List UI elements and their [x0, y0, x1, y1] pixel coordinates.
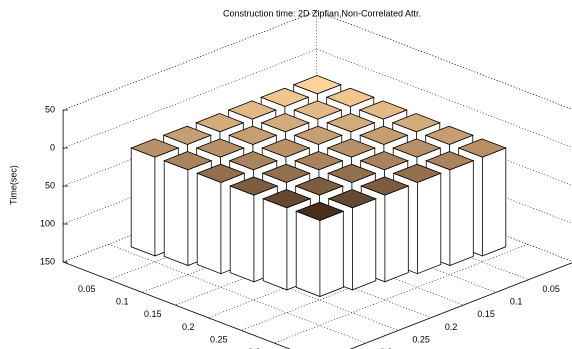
- chart-title: Construction time: 2D Zipfian,Non-Correl…: [223, 8, 421, 18]
- bar-top: [359, 125, 409, 145]
- bar-side: [449, 160, 474, 267]
- bar-top: [325, 87, 375, 107]
- bar-top: [228, 151, 278, 171]
- bar-top: [360, 176, 410, 196]
- z-tick-label: 50: [45, 104, 55, 114]
- bar-side: [351, 198, 377, 291]
- bar-top: [358, 100, 408, 120]
- bar-top: [261, 163, 311, 183]
- bar-top: [162, 125, 212, 145]
- bar-side: [196, 172, 222, 275]
- bar-top: [228, 125, 278, 145]
- x-tick-label: 0.1: [116, 297, 129, 307]
- z-tick-label: 0: [50, 142, 55, 152]
- bar-top: [327, 189, 377, 209]
- z-axis-label: Time(sec): [8, 165, 18, 205]
- bar-side: [295, 210, 321, 298]
- bar-side: [384, 185, 409, 283]
- bar-side: [416, 172, 442, 275]
- bar-top: [260, 87, 310, 107]
- bar-top: [392, 163, 442, 183]
- bar-top: [196, 163, 246, 183]
- bar-top: [260, 113, 310, 133]
- bar-side: [163, 160, 189, 267]
- x-tick-label: 0.3: [248, 347, 261, 349]
- bar-top: [163, 151, 213, 171]
- z-tick-label: 50: [45, 180, 55, 190]
- bar-top: [327, 163, 377, 183]
- bar-top: [293, 100, 343, 120]
- x-tick-label: 0.2: [182, 322, 195, 332]
- bar-top: [227, 100, 277, 120]
- grid-line: [274, 243, 528, 344]
- bar-side: [481, 147, 507, 257]
- y-tick-label: 0.1: [510, 297, 523, 307]
- bar-top: [229, 176, 279, 196]
- bar-top: [261, 138, 311, 158]
- bar-top: [391, 113, 441, 133]
- y-tick-label: 0.25: [412, 335, 430, 345]
- x-tick-label: 0.05: [78, 284, 96, 294]
- grid-line: [108, 243, 367, 344]
- y-tick-label: 0.15: [477, 309, 495, 319]
- bar-side: [130, 147, 156, 257]
- bar-top: [424, 125, 474, 145]
- bar-top: [326, 113, 376, 133]
- bar-side: [319, 210, 344, 298]
- bar-side: [229, 185, 255, 283]
- bar-top: [326, 138, 376, 158]
- bar-top: [294, 151, 344, 171]
- y-tick-label: 0.2: [445, 322, 458, 332]
- grid-line: [62, 48, 572, 149]
- bar-top: [195, 138, 245, 158]
- bar-top: [457, 138, 507, 158]
- axis-box: [62, 110, 572, 349]
- bar-top: [293, 125, 343, 145]
- bar-top: [195, 113, 245, 133]
- bar-top: [130, 138, 180, 158]
- grid-line: [62, 10, 572, 111]
- bar-top: [392, 138, 442, 158]
- bar-top: [425, 151, 475, 171]
- bar-top: [359, 151, 409, 171]
- bar-top: [292, 75, 342, 95]
- bar-top: [295, 201, 345, 221]
- z-tick-label: 100: [40, 218, 55, 228]
- bar-top: [294, 176, 344, 196]
- x-tick-label: 0.15: [144, 309, 162, 319]
- bar-side: [262, 198, 288, 291]
- y-tick-label: 0.05: [542, 284, 560, 294]
- bar-top: [262, 189, 312, 209]
- x-tick-label: 0.25: [210, 335, 228, 345]
- y-tick-label: 0.3: [380, 347, 393, 349]
- z-tick-label: 150: [40, 256, 55, 266]
